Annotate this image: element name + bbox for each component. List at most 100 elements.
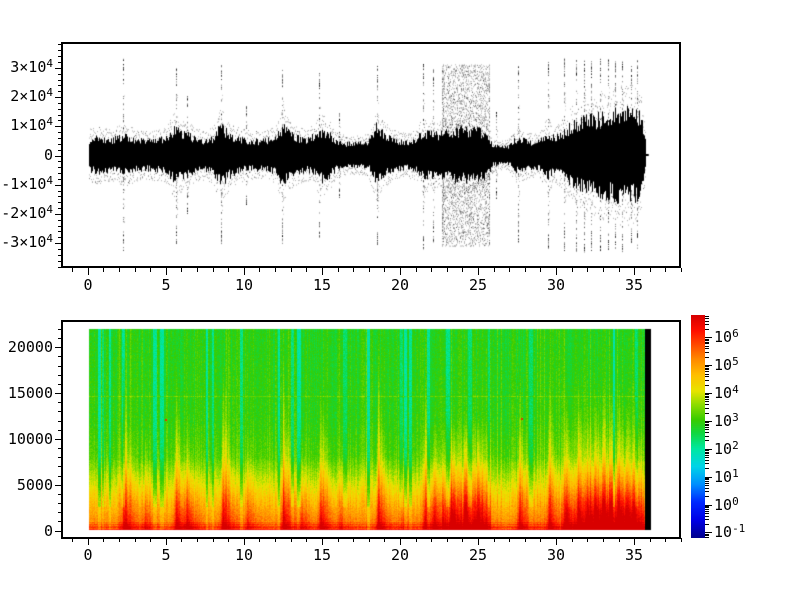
x-minor-tick xyxy=(462,538,463,542)
x-tick-label: 10 xyxy=(234,546,254,564)
y-tick xyxy=(55,531,62,532)
x-minor-tick xyxy=(619,268,620,272)
colorbar-minor-tick xyxy=(705,366,709,367)
x-tick-label: 25 xyxy=(468,276,488,294)
x-minor-tick xyxy=(431,538,432,542)
colorbar-minor-tick xyxy=(705,516,709,517)
x-minor-tick xyxy=(665,268,666,272)
y-minor-tick xyxy=(58,457,62,458)
y-minor-tick xyxy=(58,44,62,45)
x-minor-tick xyxy=(681,538,682,542)
y-tick xyxy=(55,185,62,186)
x-tick xyxy=(166,538,167,545)
exponent: 4 xyxy=(732,383,739,396)
x-tick-label: 20 xyxy=(390,546,410,564)
x-minor-tick xyxy=(291,268,292,272)
x-minor-tick xyxy=(150,538,151,542)
exponent: 2 xyxy=(732,439,739,452)
colorbar-tick-label: 103 xyxy=(714,411,739,430)
y-tick xyxy=(55,126,62,127)
x-tick-label: 35 xyxy=(624,546,644,564)
x-minor-tick xyxy=(603,268,604,272)
colorbar-minor-tick xyxy=(705,376,709,377)
colorbar-minor-tick xyxy=(705,427,709,428)
colorbar-tick xyxy=(705,532,712,533)
y-minor-tick xyxy=(58,402,62,403)
y-minor-tick xyxy=(58,74,62,75)
x-tick xyxy=(478,538,479,545)
y-minor-tick xyxy=(58,476,62,477)
colorbar-tick xyxy=(705,449,712,450)
y-tick xyxy=(55,485,62,486)
y-minor-tick xyxy=(58,494,62,495)
y-tick xyxy=(55,393,62,394)
colorbar-minor-tick xyxy=(705,468,709,469)
x-minor-tick xyxy=(384,538,385,542)
colorbar-minor-tick xyxy=(705,374,709,375)
y-minor-tick xyxy=(58,91,62,92)
x-tick-label: 5 xyxy=(161,276,171,294)
x-minor-tick xyxy=(103,538,104,542)
colorbar-minor-tick xyxy=(705,483,709,484)
x-minor-tick xyxy=(587,268,588,272)
colorbar-tick-label: 105 xyxy=(714,355,739,374)
colorbar-minor-tick xyxy=(705,429,709,430)
x-tick xyxy=(556,538,557,545)
y-minor-tick xyxy=(58,430,62,431)
y-minor-tick xyxy=(58,191,62,192)
colorbar-minor-tick xyxy=(705,507,709,508)
x-minor-tick xyxy=(619,538,620,542)
x-minor-tick xyxy=(494,268,495,272)
y-minor-tick xyxy=(58,421,62,422)
y-minor-tick xyxy=(58,50,62,51)
exponent: 4 xyxy=(46,203,53,216)
y-minor-tick xyxy=(58,85,62,86)
colorbar-minor-tick xyxy=(705,321,709,322)
x-minor-tick xyxy=(119,538,120,542)
exponent: 4 xyxy=(46,232,53,245)
colorbar-minor-tick xyxy=(705,352,709,353)
colorbar-minor-tick xyxy=(705,424,709,425)
exponent: 4 xyxy=(46,115,53,128)
exponent: 4 xyxy=(46,174,53,187)
x-minor-tick xyxy=(509,268,510,272)
x-minor-tick xyxy=(431,268,432,272)
colorbar-minor-tick xyxy=(705,534,709,535)
x-tick xyxy=(634,538,635,545)
x-minor-tick xyxy=(540,268,541,272)
y-tick-label: -1×104 xyxy=(1,174,53,193)
colorbar-minor-tick xyxy=(705,460,709,461)
y-minor-tick xyxy=(58,237,62,238)
x-minor-tick xyxy=(494,538,495,542)
x-minor-tick xyxy=(540,538,541,542)
x-minor-tick xyxy=(587,538,588,542)
x-minor-tick xyxy=(72,538,73,542)
y-minor-tick xyxy=(58,144,62,145)
y-minor-tick xyxy=(58,120,62,121)
x-minor-tick xyxy=(525,538,526,542)
y-tick-label: 0 xyxy=(43,146,53,164)
y-tick xyxy=(55,156,62,157)
spectrogram-canvas xyxy=(63,322,679,537)
x-minor-tick xyxy=(72,268,73,272)
y-tick-label: 2×104 xyxy=(10,86,53,105)
colorbar-minor-tick xyxy=(705,432,709,433)
colorbar-tick xyxy=(705,505,712,506)
x-minor-tick xyxy=(353,538,354,542)
x-tick xyxy=(244,268,245,275)
y-tick-label: 0 xyxy=(43,522,53,540)
y-tick-label: 3×104 xyxy=(10,57,53,76)
y-minor-tick xyxy=(58,249,62,250)
colorbar-minor-tick xyxy=(705,519,709,520)
x-minor-tick xyxy=(572,538,573,542)
x-minor-tick xyxy=(338,538,339,542)
x-tick-label: 20 xyxy=(390,276,410,294)
colorbar-minor-tick xyxy=(705,343,709,344)
x-minor-tick xyxy=(338,268,339,272)
x-minor-tick xyxy=(353,268,354,272)
y-tick-label: -2×104 xyxy=(1,203,53,222)
colorbar-minor-tick xyxy=(705,324,709,325)
y-tick xyxy=(55,243,62,244)
y-tick-label: 20000 xyxy=(7,338,53,356)
x-minor-tick xyxy=(447,268,448,272)
